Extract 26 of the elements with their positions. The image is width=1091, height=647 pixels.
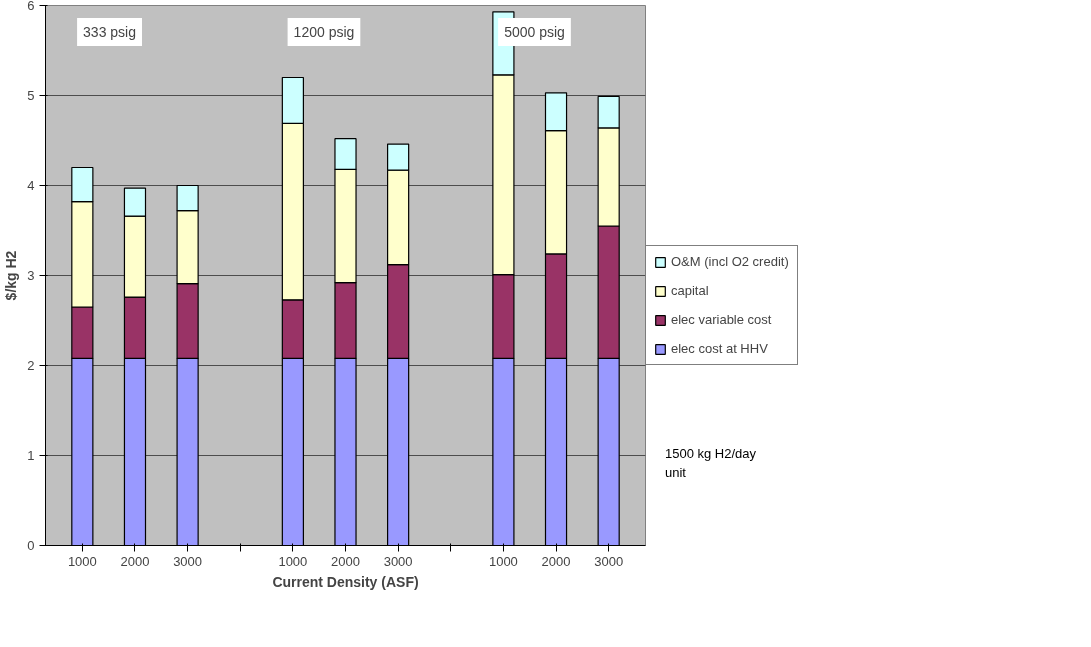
x-tick-label: 2000: [541, 553, 571, 569]
annotation: 333 psig: [83, 24, 137, 40]
x-tick-label: 1000: [488, 553, 518, 569]
annotation: 1200 psig: [293, 24, 355, 40]
x-tick-label: 2000: [120, 553, 150, 569]
y-tick-label: 2: [27, 358, 35, 373]
x-tick-label: 1000: [278, 553, 308, 569]
x-tick-label: 3000: [383, 553, 413, 569]
y-axis-title: $/kg H2: [3, 250, 20, 301]
y-tick-label: 6: [27, 0, 35, 13]
x-tick-label: 2000: [331, 553, 360, 569]
text: 1500 kg H2/day unit: [665, 445, 758, 482]
y-tick-label: 0: [27, 538, 35, 553]
x-tick-label: 3000: [173, 553, 203, 569]
legend-label: capital: [671, 283, 709, 298]
x-tick-label: 1000: [67, 553, 97, 569]
x-axis-title: Current Density (ASF): [272, 573, 419, 590]
legend-label: elec variable cost: [671, 312, 772, 327]
x-tick-label: 3000: [594, 553, 624, 569]
annotation: 5000 psig: [504, 24, 565, 40]
y-tick-label: 1: [27, 448, 35, 463]
legend-label: O&M (incl O2 credit): [671, 254, 789, 269]
y-tick-label: 4: [27, 178, 35, 193]
legend-label: elec cost at HHV: [671, 341, 768, 356]
y-tick-label: 5: [27, 88, 35, 103]
y-tick-label: 3: [27, 268, 35, 283]
